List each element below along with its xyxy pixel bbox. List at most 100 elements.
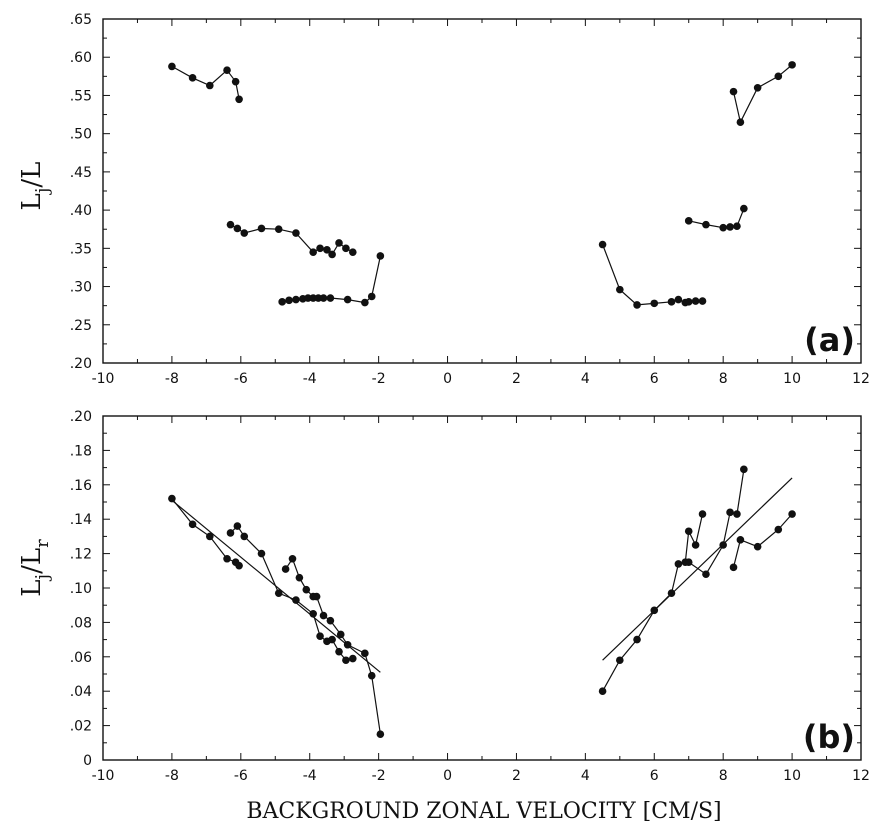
panel-a-ytick-label: .30 [70, 280, 92, 296]
panel-a-series-5-point [733, 222, 741, 230]
panel-b-series-2-point [348, 654, 357, 663]
panel-b-series-1-point [206, 532, 214, 541]
panel-b-series-3-point [288, 554, 297, 563]
panel-a-series-4-point [667, 298, 676, 306]
panel-a-series-6-point [753, 84, 762, 92]
panel-a-series-1-point [206, 81, 214, 90]
panel-b-series-3-point [295, 573, 304, 582]
panel-a-series-4-point [616, 285, 624, 294]
panel-a-series-4-point [698, 297, 707, 305]
panel-b-series-3-point [336, 630, 345, 639]
panel-a-series-2-point [274, 225, 283, 234]
panel-a-series-4-line [602, 244, 703, 306]
axis-titles: Lj/L Lj/Lr BACKGROUND ZONAL VELOCITY [CM… [17, 162, 722, 824]
panel-a-series-4-point [691, 297, 700, 305]
panel-b-ytick-label: .18 [70, 443, 92, 459]
panel-b-series-6-point [736, 536, 745, 544]
panel-a-xtick-label: 0 [443, 371, 452, 387]
panel-a-series-5-point [740, 204, 748, 213]
panel-b-series-2-point [240, 532, 249, 541]
panel-a-xtick-label: -2 [372, 371, 386, 387]
panel-b-series-3-point [343, 640, 352, 649]
panel-a-series-4-point [633, 301, 641, 309]
panel-a-series-3-point [326, 294, 335, 302]
panel-b-series-2-point [316, 632, 324, 640]
panel-b-series-3-point [302, 585, 311, 594]
panel-a-series-3-point [343, 295, 352, 304]
panel-a-xtick-label: 12 [852, 371, 870, 387]
panel-b-ytick-label: .14 [70, 512, 92, 528]
panel-b-series-5-point [684, 558, 693, 566]
panel-a-ytick-label: .50 [70, 127, 92, 143]
panel-b-fit-line [602, 477, 793, 661]
panel-b-series-2-point [335, 647, 343, 656]
panel-b-series-3-point [312, 592, 321, 601]
panel-b-series-6-point [774, 525, 783, 534]
panel-a-series-3-point [376, 252, 385, 260]
panel-b-xtick-label: -10 [92, 768, 115, 784]
panel-a-ytick-label: .45 [70, 165, 92, 181]
panel-a-series-1-point [235, 95, 243, 104]
panel-b-ytick-label: .02 [70, 719, 92, 735]
panel-a-ytick-label: .40 [70, 203, 92, 219]
panel-a-series-2-point [335, 239, 343, 247]
panel-a-series-1-point [231, 77, 240, 86]
panel-b-series-3-point [319, 611, 328, 620]
panel-b-xtick-label: 10 [783, 768, 801, 784]
panel-b-xtick-label: 12 [852, 768, 870, 784]
panel-b-ylabel-tail: /L [17, 548, 47, 574]
panel-a-ytick-label: .35 [70, 241, 92, 257]
panel-a-series-6-point [729, 87, 738, 96]
panel-a-series-1-point [188, 74, 197, 82]
panel-a-ytick-label: .65 [70, 12, 92, 28]
panel-b: -10 -8 -6 -4 -2 0 2 4 6 8 10 12 0 .02 .04 .06 .08 .10 .12.… [70, 409, 870, 784]
panel-b-series-4-point [616, 656, 624, 665]
panel-b-series-1-point [168, 494, 176, 503]
panel-a-series-2-point [233, 224, 242, 233]
panel-b-xtick-label: 4 [581, 768, 590, 784]
panel-a-ylabel-sub: j [32, 188, 53, 196]
panel-b-series-4-point [684, 527, 693, 536]
panel-a-xtick-label: -8 [165, 371, 179, 387]
panel-b-series-2-point [292, 596, 300, 604]
panel-b-frame [102, 415, 862, 761]
panel-b-series-4-point [650, 606, 659, 615]
panel-b-series-4-point [667, 589, 676, 597]
panel-a-series-3-point [285, 296, 293, 305]
panel-b-xtick-label: -8 [165, 768, 179, 784]
panel-b-series-6-point [788, 510, 796, 518]
panel-a-series-5-point [719, 223, 727, 232]
panel-a-ylabel: Lj/L [17, 162, 53, 211]
panel-a-series-2-point [240, 229, 249, 237]
panel-a-series-2-point [348, 248, 357, 256]
panel-b-ytick-label: 0 [83, 753, 92, 769]
panel-b-series-2-point [233, 522, 242, 530]
panel-b-series-3-point [367, 671, 376, 680]
panel-b-series-4-point [598, 687, 607, 695]
panel-a-series-3-point [367, 292, 376, 301]
panel-b-series-1-point [235, 561, 243, 570]
panel-b-series-6-point [729, 563, 738, 572]
panel-b-xtick-label: 2 [512, 768, 521, 784]
panel-a-series-4-point [650, 299, 659, 308]
panel-a-xtick-label: 6 [650, 371, 659, 387]
panel-a-series-5-point [702, 220, 710, 229]
panel-b-xtick-label: 0 [443, 768, 452, 784]
panel-b-series-4-point [633, 635, 641, 644]
panel-a-series-2-point [292, 229, 300, 237]
panel-a-xtick-label: -4 [303, 371, 317, 387]
panel-b-series-3-point [326, 616, 335, 625]
panel-a-xtick-label: 2 [512, 371, 521, 387]
panel-a-series-5-point [684, 217, 693, 225]
panel-a-series-2-point [342, 244, 350, 253]
panel-b-series-2-point [328, 635, 336, 644]
panel-a-series-5-point [726, 223, 734, 231]
panel-b-series-3-point [281, 565, 290, 573]
panel-a-series-3-point [278, 298, 286, 306]
panel-a-xtick-label: -6 [234, 371, 248, 387]
panel-b-series-5-point [719, 541, 727, 549]
panel-a-series-1-point [168, 62, 176, 71]
panel-b-series-4-point [691, 541, 700, 549]
panel-a-series-6-point [774, 72, 783, 81]
